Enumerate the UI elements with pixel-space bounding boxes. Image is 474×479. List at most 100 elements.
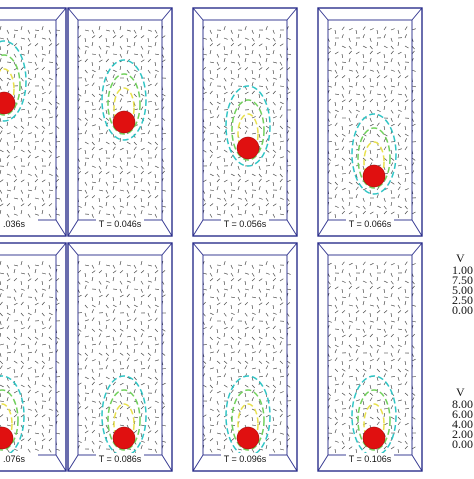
velocity-arrows: [327, 261, 417, 453]
domain-edge: [67, 454, 79, 472]
velocity-contour: [101, 59, 147, 141]
domain-outer: [0, 7, 67, 237]
legend-value: 8.00: [452, 397, 473, 411]
legend-value: 2.50: [452, 293, 473, 307]
sphere: [236, 426, 260, 450]
velocity-arrows: [202, 261, 292, 453]
domain-edge: [55, 219, 67, 237]
velocity-contour: [357, 389, 391, 451]
velocity-contour: [113, 87, 135, 129]
velocity-contour: [357, 127, 391, 189]
velocity-contour: [231, 389, 265, 451]
time-label: .036s: [3, 219, 26, 229]
domain-edge: [67, 7, 79, 21]
velocity-contour: [0, 389, 19, 451]
domain-edge: [286, 242, 298, 256]
velocity-contour: [225, 85, 271, 167]
velocity-contour: [113, 403, 135, 445]
panel: T = 0.056s: [192, 7, 298, 237]
velocity-arrows: [77, 26, 167, 218]
time-label: T = 0.046s: [99, 219, 142, 229]
domain-edge: [161, 454, 173, 472]
velocity-arrows: [0, 261, 61, 453]
time-label: T = 0.106s: [349, 454, 392, 464]
sphere: [0, 426, 14, 450]
panel: T = 0.086s: [67, 242, 173, 472]
legend-title: V: [456, 385, 465, 399]
sphere: [236, 136, 260, 160]
domain-edge: [411, 454, 423, 472]
time-label: T = 0.066s: [349, 219, 392, 229]
sphere: [0, 91, 16, 115]
domain-edge: [317, 242, 329, 256]
domain-edge: [67, 242, 79, 256]
domain-edge: [161, 219, 173, 237]
panel: .036s: [0, 7, 67, 237]
domain-outer: [67, 242, 173, 472]
sphere: [112, 110, 136, 134]
panel: T = 0.106s: [317, 242, 423, 472]
label-bg: [96, 218, 144, 229]
domain-outer: [192, 242, 298, 472]
velocity-contour: [0, 403, 13, 445]
domain-outer: [0, 242, 67, 472]
velocity-contour: [107, 389, 141, 451]
velocity-contour: [0, 54, 21, 116]
velocity-arrows: [77, 261, 167, 453]
domain-edge: [411, 219, 423, 237]
sphere: [112, 426, 136, 450]
panel: T = 0.066s: [317, 7, 423, 237]
domain-edge: [286, 454, 298, 472]
legend-value: 5.00: [452, 283, 473, 297]
label-bg: [346, 218, 394, 229]
legend-value: 0.00: [452, 437, 473, 451]
legend-title: V: [456, 251, 465, 265]
domain-outer: [67, 7, 173, 237]
domain-edge: [67, 219, 79, 237]
velocity-contour: [363, 403, 385, 445]
legend-value: 0.00: [452, 303, 473, 317]
label-bg: [346, 453, 394, 464]
velocity-arrows: [0, 26, 61, 218]
velocity-contour: [107, 73, 141, 135]
velocity-contour: [351, 113, 397, 195]
velocity-contour: [231, 99, 265, 161]
domain-edge: [192, 242, 204, 256]
domain-edge: [192, 454, 204, 472]
sphere: [362, 164, 386, 188]
domain-edge: [317, 454, 329, 472]
velocity-arrows: [327, 26, 417, 218]
domain-edge: [411, 242, 423, 256]
legend-value: 1.00: [452, 263, 473, 277]
domain-edge: [286, 7, 298, 21]
domain-edge: [55, 242, 67, 256]
legend-value: 7.50: [452, 273, 473, 287]
domain-edge: [286, 219, 298, 237]
panel: T = 0.046s: [67, 7, 173, 237]
domain-edge: [161, 7, 173, 21]
velocity-contour: [0, 68, 15, 110]
domain-edge: [317, 219, 329, 237]
label-bg: [221, 218, 269, 229]
time-label: .076s: [3, 454, 26, 464]
label-bg: [221, 453, 269, 464]
domain-edge: [411, 7, 423, 21]
legend-value: 6.00: [452, 407, 473, 421]
domain-outer: [192, 7, 298, 237]
domain-outer: [317, 242, 423, 472]
domain-edge: [192, 219, 204, 237]
velocity-contour: [237, 113, 259, 155]
domain-edge: [192, 7, 204, 21]
domain-edge: [55, 7, 67, 21]
velocity-contour: [363, 141, 385, 183]
domain-edge: [317, 7, 329, 21]
sphere: [362, 426, 386, 450]
domain-outer: [317, 7, 423, 237]
label-bg: [96, 453, 144, 464]
domain-edge: [55, 454, 67, 472]
label-bg: [0, 453, 38, 464]
velocity-arrows: [202, 26, 292, 218]
legend-value: 4.00: [452, 417, 473, 431]
panel: .076s: [0, 242, 67, 472]
